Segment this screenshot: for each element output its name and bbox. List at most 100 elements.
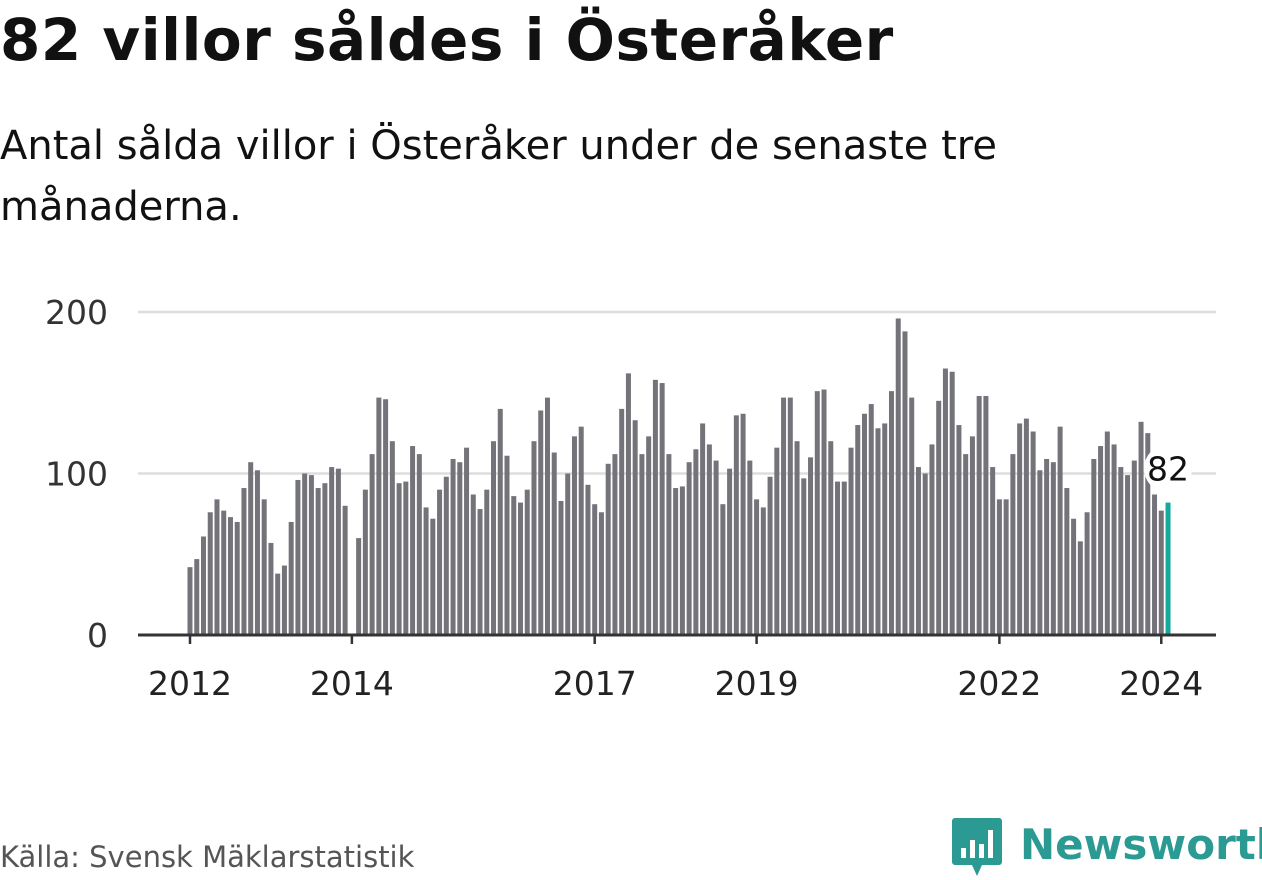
bar <box>416 454 422 635</box>
bar <box>740 413 746 636</box>
bar <box>929 444 935 635</box>
bar <box>841 481 847 635</box>
bar <box>194 559 200 636</box>
bar <box>848 447 854 635</box>
bar <box>1071 518 1077 635</box>
bar <box>342 505 348 635</box>
bar <box>605 463 611 635</box>
bar <box>936 400 942 635</box>
gridlines <box>138 310 1216 475</box>
x-tick-label: 2017 <box>553 664 637 703</box>
bar <box>983 395 989 635</box>
bar <box>207 512 213 635</box>
bar <box>214 499 220 635</box>
bar <box>902 331 908 635</box>
bar <box>227 517 233 635</box>
bar <box>700 423 706 635</box>
bar <box>248 462 254 635</box>
bar <box>821 389 827 635</box>
bar <box>275 573 281 635</box>
bar <box>801 478 807 636</box>
y-tick-label: 200 <box>45 293 108 332</box>
bar <box>1044 458 1050 635</box>
bar <box>551 452 557 635</box>
bar <box>639 454 645 635</box>
bar <box>1003 499 1009 635</box>
bar <box>882 423 888 635</box>
bar <box>308 475 314 635</box>
bar <box>1023 418 1029 635</box>
bar <box>565 473 571 635</box>
bar <box>302 473 308 635</box>
bar <box>1017 423 1023 635</box>
bar <box>612 454 618 635</box>
bar <box>1091 458 1097 635</box>
bar <box>888 391 894 635</box>
bar <box>261 499 267 635</box>
bar <box>376 397 382 636</box>
bar <box>760 507 766 635</box>
bar <box>828 441 834 635</box>
bar <box>254 470 260 635</box>
bar <box>875 428 881 635</box>
chart-subtitle: Antal sålda villor i Österåker under de … <box>0 123 997 230</box>
bar <box>646 436 652 636</box>
bar <box>362 489 368 635</box>
bar <box>544 397 550 636</box>
bar <box>571 436 577 636</box>
bar <box>787 397 793 636</box>
bar <box>558 500 564 635</box>
bar <box>693 449 699 635</box>
bar <box>484 489 490 635</box>
bar <box>862 413 867 636</box>
bar <box>1057 426 1063 635</box>
bar <box>754 499 760 635</box>
bar <box>666 454 672 635</box>
bar <box>497 408 503 635</box>
bar <box>585 484 591 635</box>
bar <box>706 444 712 635</box>
bar <box>1111 444 1117 635</box>
bar <box>315 488 321 635</box>
bar <box>288 521 294 635</box>
bar <box>369 454 375 635</box>
bar <box>241 488 247 635</box>
bar <box>1037 470 1043 635</box>
bar <box>423 507 429 635</box>
bar <box>1104 431 1110 635</box>
bar <box>491 441 497 635</box>
bar <box>450 458 456 635</box>
bar <box>511 496 517 635</box>
source-note: Källa: Svensk Mäklarstatistik <box>0 840 415 874</box>
bar-chart-speech-bubble-icon <box>952 818 1002 876</box>
bar <box>781 397 787 636</box>
x-tick-label: 2022 <box>957 664 1041 703</box>
bar <box>524 489 530 635</box>
bar <box>538 410 544 635</box>
bar <box>200 536 206 636</box>
bar <box>329 467 335 635</box>
bar <box>625 373 631 635</box>
x-tick-label: 2019 <box>715 664 799 703</box>
brand-logo: Newsworthy <box>952 818 1262 880</box>
bar <box>1125 475 1131 635</box>
bar <box>1064 488 1070 635</box>
bar <box>281 565 287 635</box>
x-tick-label: 2014 <box>310 664 394 703</box>
bar <box>963 454 969 635</box>
bar <box>990 467 996 635</box>
bar <box>942 368 948 635</box>
bar <box>720 504 726 635</box>
bar <box>1050 462 1056 635</box>
bar <box>430 518 436 635</box>
data-label-halo <box>1144 444 1193 493</box>
bar <box>909 397 915 636</box>
data-label: 82 <box>1147 450 1189 489</box>
bar <box>1010 454 1016 635</box>
bar <box>234 521 240 635</box>
bar <box>1145 433 1151 636</box>
bar <box>727 468 733 635</box>
bar <box>504 455 510 636</box>
bar <box>652 379 658 635</box>
